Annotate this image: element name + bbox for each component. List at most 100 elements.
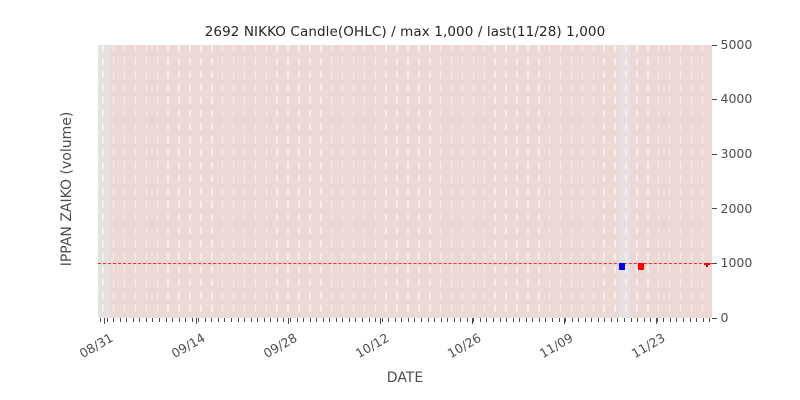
y-tick-mark: [712, 44, 717, 46]
x-tick-minor: [407, 318, 409, 322]
x-tick-minor: [473, 318, 475, 322]
x-tick-minor: [106, 318, 108, 322]
gridline: [200, 45, 202, 318]
x-tick-minor: [132, 318, 134, 322]
x-tick-label: 11/23: [628, 330, 668, 362]
x-tick-minor: [224, 318, 226, 322]
gridline: [516, 45, 518, 318]
x-tick-minor: [303, 318, 305, 322]
gridline: [614, 45, 616, 318]
x-tick-minor: [447, 318, 449, 322]
gridline: [134, 45, 137, 318]
candle-body: [704, 263, 710, 265]
x-tick-minor: [617, 318, 619, 322]
x-tick-minor: [414, 318, 416, 322]
x-tick-minor: [565, 318, 567, 322]
x-tick-minor: [709, 318, 711, 322]
x-tick-minor: [506, 318, 508, 322]
x-tick-minor: [643, 318, 645, 322]
x-tick-major: [196, 318, 198, 324]
x-tick-minor: [486, 318, 488, 322]
x-tick-minor: [466, 318, 468, 322]
x-tick-minor: [100, 318, 101, 322]
gridline: [647, 45, 649, 318]
gridline: [570, 45, 573, 318]
gridline: [254, 45, 257, 318]
gridline: [472, 45, 475, 318]
gridline: [243, 45, 246, 318]
chart-title: 2692 NIKKO Candle(OHLC) / max 1,000 / la…: [204, 24, 606, 40]
y-tick-label: 2000: [720, 200, 753, 216]
gridline: [559, 45, 562, 318]
x-tick-minor: [545, 318, 547, 322]
x-tick-minor: [217, 318, 219, 322]
x-tick-minor: [126, 318, 128, 322]
x-tick-minor: [289, 318, 291, 322]
gridline: [276, 45, 278, 318]
x-tick-minor: [165, 318, 167, 322]
x-tick-major: [472, 318, 474, 324]
gridline: [505, 45, 507, 318]
x-tick-minor: [119, 318, 121, 322]
x-tick-minor: [329, 318, 331, 322]
x-tick-minor: [270, 318, 272, 322]
x-tick-minor: [185, 318, 187, 322]
x-tick-minor: [434, 318, 436, 322]
x-tick-minor: [656, 318, 658, 322]
x-tick-minor: [460, 318, 462, 322]
gridline: [603, 45, 605, 318]
gridline: [668, 45, 671, 318]
x-tick-minor: [375, 318, 377, 322]
gridline: [265, 45, 268, 318]
gridline: [320, 45, 322, 318]
x-tick-minor: [551, 318, 553, 322]
x-tick-minor: [283, 318, 285, 322]
y-tick-mark: [712, 153, 717, 155]
x-tick-minor: [604, 318, 606, 322]
y-tick-mark: [712, 208, 717, 210]
x-tick-major: [380, 318, 382, 324]
gridline: [581, 45, 584, 318]
x-tick-minor: [401, 318, 403, 322]
x-tick-major: [656, 318, 658, 324]
x-tick-minor: [394, 318, 396, 322]
gridline: [527, 45, 529, 318]
gridline: [439, 45, 442, 318]
x-tick-minor: [322, 318, 324, 322]
x-tick-minor: [348, 318, 350, 322]
x-tick-label: 10/26: [444, 330, 484, 362]
x-tick-major: [288, 318, 290, 324]
x-tick-minor: [316, 318, 318, 322]
x-tick-minor: [178, 318, 180, 322]
x-tick-minor: [335, 318, 337, 322]
x-tick-minor: [630, 318, 632, 322]
x-axis-title: DATE: [386, 370, 424, 386]
max-reference-line: [98, 263, 712, 265]
candlestick: [619, 45, 625, 318]
x-tick-minor: [362, 318, 363, 322]
x-tick-minor: [499, 318, 501, 322]
x-tick-minor: [597, 318, 599, 322]
y-tick-mark: [712, 317, 717, 319]
x-tick-minor: [558, 318, 560, 322]
x-tick-minor: [158, 318, 160, 322]
gridline: [123, 45, 126, 318]
y-tick-mark: [712, 262, 717, 264]
gridline: [156, 45, 159, 318]
gridline: [374, 45, 377, 318]
gridline: [450, 45, 453, 318]
y-tick-label: 3000: [720, 145, 753, 161]
x-tick-minor: [381, 318, 383, 322]
gridline: [352, 45, 355, 318]
x-tick-minor: [578, 318, 580, 322]
x-tick-major: [104, 318, 106, 324]
y-axis-title: IPPAN ZAIKO (volume): [59, 111, 75, 267]
gridline: [112, 45, 115, 318]
x-tick-minor: [139, 318, 141, 322]
x-tick-minor: [584, 318, 586, 322]
plot-area: [98, 45, 712, 318]
x-tick-minor: [532, 318, 534, 322]
gridline: [330, 45, 333, 318]
gridline: [429, 45, 431, 318]
